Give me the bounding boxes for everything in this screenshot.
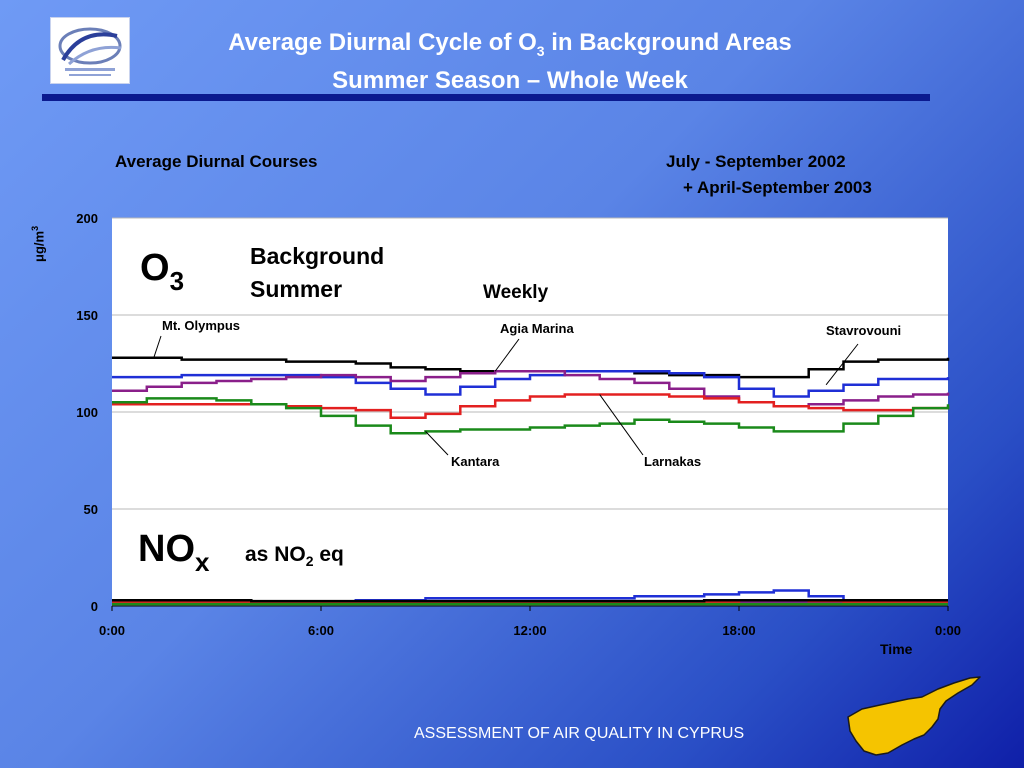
- nox-unit: as NO2 eq: [245, 543, 344, 569]
- annotation-background: Background: [250, 243, 384, 269]
- x-tick-label: 12:00: [513, 623, 546, 638]
- footer-text: ASSESSMENT OF AIR QUALITY IN CYPRUS: [414, 725, 745, 742]
- y-tick-label: 0: [91, 599, 98, 614]
- y-tick-label: 200: [76, 211, 98, 226]
- caption-right-line-1: July - September 2002: [666, 152, 846, 171]
- title-underline: [42, 94, 930, 101]
- series-label-mt-olympus: Mt. Olympus: [162, 318, 240, 333]
- title-line-1: Average Diurnal Cycle of O3 in Backgroun…: [228, 29, 792, 59]
- y-tick-label: 50: [84, 502, 98, 517]
- series-label-kantara-leader: [425, 431, 449, 456]
- logo: [50, 17, 130, 84]
- series-label-mt-olympus-leader: [153, 335, 162, 358]
- series-line-o3-agia-marina: [112, 370, 950, 408]
- x-tick-label: 6:00: [308, 623, 334, 638]
- nox-title: NOx: [138, 528, 210, 577]
- annotation-summer: Summer: [250, 276, 342, 302]
- x-tick-label: 18:00: [722, 623, 755, 638]
- series-label-stavrovouni: Stavrovouni: [826, 323, 901, 338]
- caption-right-line-2: + April-September 2003: [683, 178, 872, 197]
- series-label-kantara: Kantara: [451, 454, 500, 469]
- series-label-larnakas-leader: [599, 394, 644, 456]
- y-tick-label: 100: [76, 405, 98, 420]
- series-line-o3-larnakas: [112, 393, 950, 420]
- series-line-o3-kantara: [112, 397, 950, 435]
- y-tick-label: 150: [76, 308, 98, 323]
- cyprus-map-icon: [847, 676, 981, 756]
- series-label-agia-marina-leader: [494, 338, 520, 372]
- series-label-agia-marina: Agia Marina: [500, 321, 574, 336]
- x-tick-label: 0:00: [99, 623, 125, 638]
- caption-left: Average Diurnal Courses: [115, 152, 318, 171]
- x-tick-label: 0:00: [935, 623, 961, 638]
- title-line-2: Summer Season – Whole Week: [332, 66, 688, 94]
- series-label-stavrovouni-leader: [825, 343, 859, 386]
- page-title: Average Diurnal Cycle of O3 in Backgroun…: [160, 28, 860, 96]
- annotation-weekly: Weekly: [483, 282, 549, 303]
- series-line-nox-mt-olympus: [112, 598, 948, 603]
- o3-title: O3: [140, 247, 184, 296]
- series-line-o3-stavrovouni: [112, 370, 950, 398]
- x-axis-title: Time: [880, 641, 913, 657]
- logo-graphic: [58, 27, 122, 76]
- series-label-larnakas: Larnakas: [644, 454, 701, 469]
